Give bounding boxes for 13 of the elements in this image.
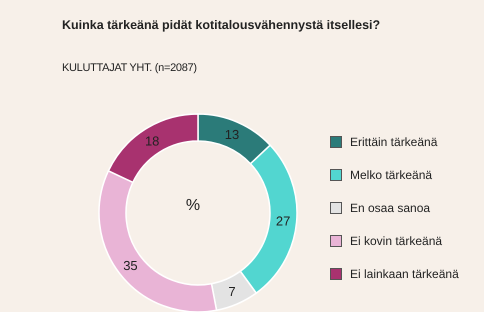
data-label: 13	[224, 127, 240, 142]
legend-label: Ei lainkaan tärkeänä	[350, 266, 459, 280]
chart-subtitle: KULUTTAJAT YHT. (n=2087)	[62, 62, 197, 74]
legend-label: En osaa sanoa	[350, 200, 430, 214]
data-label: 27	[276, 214, 290, 229]
legend-label: Erittäin tärkeänä	[350, 134, 438, 148]
legend-label: Ei kovin tärkeänä	[350, 234, 442, 248]
legend-label: Melko tärkeänä	[350, 168, 432, 182]
text: %	[184, 197, 202, 215]
data-label: 7	[228, 284, 236, 299]
data-label: 35	[123, 258, 138, 273]
data-label: 18	[144, 133, 160, 148]
chart-title: Kuinka tärkeänä pidät kotitalousvähennystä itsellesi?	[62, 18, 380, 32]
